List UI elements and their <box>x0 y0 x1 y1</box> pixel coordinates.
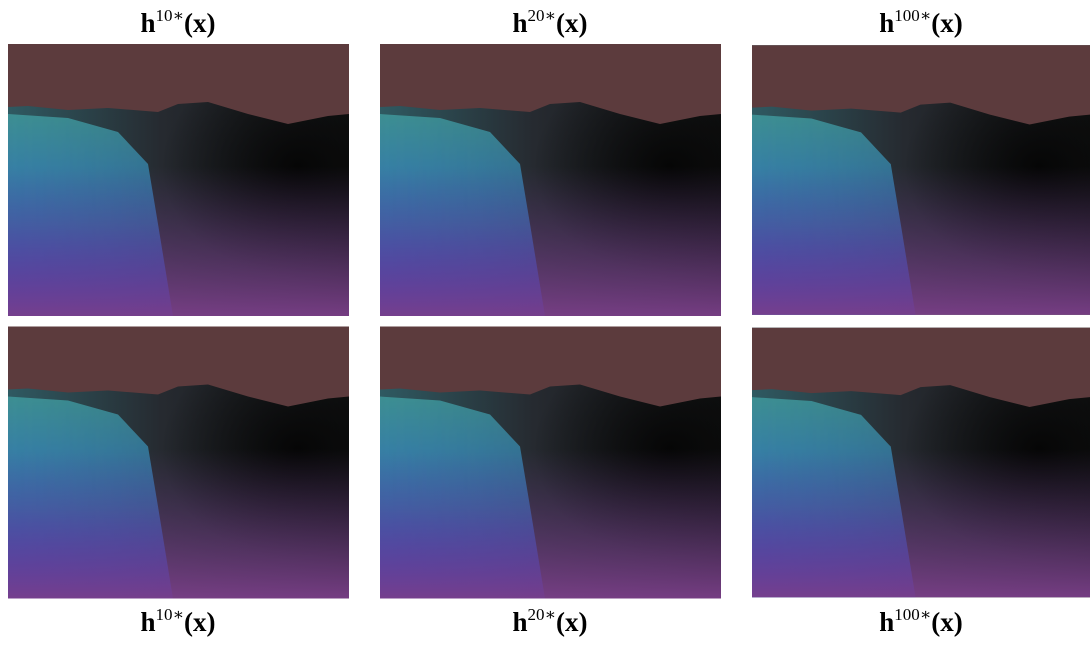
label-base: h <box>879 607 894 637</box>
label-base: h <box>512 607 527 637</box>
label-argument: (x) <box>931 607 962 637</box>
panel-label: h20∗(x) <box>400 8 700 38</box>
label-base: h <box>512 8 527 38</box>
image-panel <box>380 44 721 316</box>
label-argument: (x) <box>556 8 587 38</box>
label-argument: (x) <box>556 607 587 637</box>
figure: h10∗(x)h20∗(x)h100∗(x)h10∗(x)h20∗(x)h100… <box>0 0 1090 646</box>
label-superscript: 10∗ <box>155 605 184 624</box>
label-argument: (x) <box>184 607 215 637</box>
panel-label: h10∗(x) <box>28 8 328 38</box>
label-superscript: 10∗ <box>155 6 184 25</box>
image-panel <box>752 328 1090 598</box>
panels <box>0 0 1090 646</box>
label-superscript: 20∗ <box>527 6 556 25</box>
label-argument: (x) <box>184 8 215 38</box>
panel-label: h10∗(x) <box>28 607 328 637</box>
image-panel <box>8 327 349 599</box>
panel-label: h100∗(x) <box>771 607 1071 637</box>
label-base: h <box>140 8 155 38</box>
label-superscript: 20∗ <box>527 605 556 624</box>
label-superscript: 100∗ <box>894 605 931 624</box>
panel-label: h20∗(x) <box>400 607 700 637</box>
image-panel <box>8 44 349 316</box>
image-panel <box>752 45 1090 315</box>
label-base: h <box>879 8 894 38</box>
panel-label: h100∗(x) <box>771 8 1071 38</box>
label-base: h <box>140 607 155 637</box>
label-superscript: 100∗ <box>894 6 931 25</box>
image-panel <box>380 327 721 599</box>
label-argument: (x) <box>931 8 962 38</box>
